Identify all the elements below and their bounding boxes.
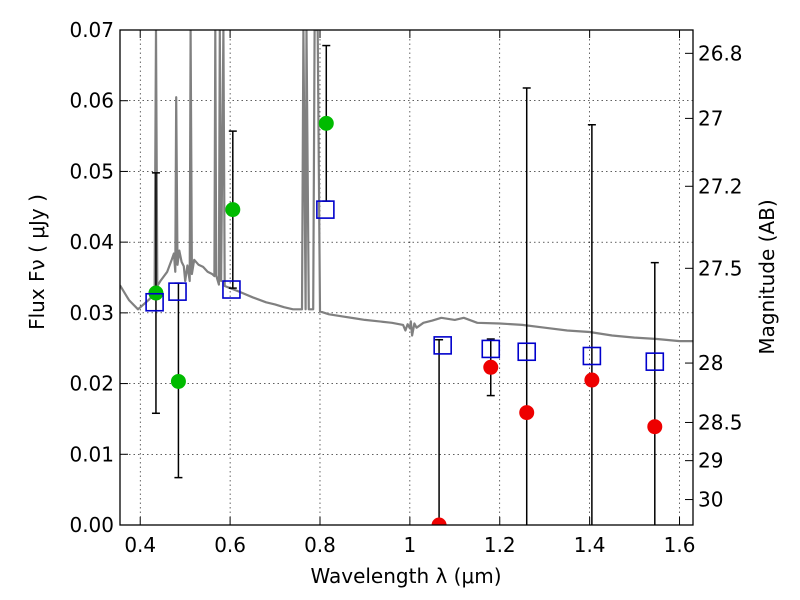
y2-axis-title: Magnitude (AB) — [755, 199, 779, 354]
model-point — [145, 292, 164, 312]
y-tick-label: 0.03 — [69, 301, 114, 325]
y2-tick-label: 27.5 — [698, 256, 743, 280]
x-tick-label: 1 — [404, 533, 417, 557]
x-tick-label: 1.2 — [484, 533, 516, 557]
plot-frame — [119, 29, 694, 526]
model-point — [316, 200, 335, 219]
model-point — [168, 282, 187, 301]
model-point — [517, 342, 537, 362]
y-tick-label: 0.06 — [69, 89, 114, 113]
model-point — [582, 346, 602, 366]
data-point — [431, 517, 447, 525]
y2-tick-label: 28.5 — [698, 410, 743, 434]
y-tick-label: 0.05 — [69, 159, 114, 183]
y2-tick-label: 30 — [698, 488, 723, 512]
y2-tick-label: 28 — [698, 351, 723, 375]
y-axis-title: Flux Fν ( μJy ) — [25, 194, 49, 330]
model-point — [481, 339, 501, 359]
y2-tick-label: 26.8 — [698, 41, 743, 65]
x-tick-label: 1.6 — [664, 533, 696, 557]
data-point — [170, 373, 186, 389]
x-tick-label: 1.4 — [574, 533, 606, 557]
data-point — [647, 419, 663, 435]
y-tick-label: 0.01 — [69, 442, 114, 466]
y-tick-label: 0.00 — [69, 513, 114, 537]
y2-tick-label: 29 — [698, 449, 723, 473]
grid-lines — [120, 29, 693, 526]
y2-tick-label: 27.2 — [698, 174, 743, 198]
data-point — [225, 202, 241, 218]
model-spectrum-line — [120, 30, 693, 343]
axis-ticks: 0.4 0.6 0.8 1 1.2 1.4 1.6 0.00 0.01 0.02 0.03 0.04 0… — [69, 18, 742, 557]
y2-tick-label: 27 — [698, 106, 723, 130]
x-tick-label: 0.6 — [214, 533, 246, 557]
y-tick-label: 0.04 — [69, 230, 114, 254]
data-point — [318, 115, 334, 131]
y-tick-label: 0.02 — [69, 372, 114, 396]
plot-data — [120, 30, 693, 525]
clipped-data — [120, 30, 693, 525]
x-tick-label: 0.4 — [124, 533, 156, 557]
data-point — [519, 405, 535, 421]
x-axis-title: Wavelength λ (μm) — [310, 564, 501, 588]
model-point — [433, 336, 452, 355]
data-point — [483, 359, 499, 375]
model-point — [645, 352, 665, 371]
x-tick-label: 0.8 — [304, 533, 336, 557]
y-tick-label: 0.07 — [69, 18, 114, 42]
data-point — [584, 372, 600, 388]
model-point — [222, 280, 241, 299]
